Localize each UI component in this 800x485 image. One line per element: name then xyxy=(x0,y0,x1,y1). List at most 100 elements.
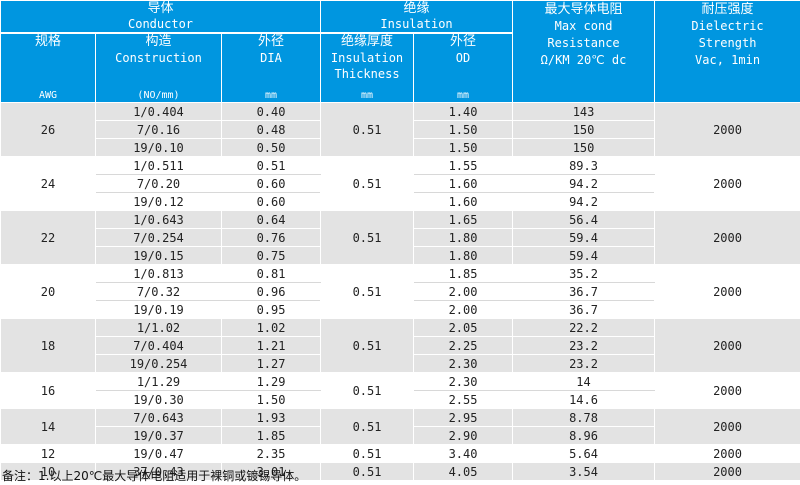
od-cell: 1.50 xyxy=(413,138,514,157)
thickness-header-zh: 绝缘厚度 xyxy=(341,34,394,50)
thickness-cell: 0.51 xyxy=(320,462,415,481)
thickness-cell: 0.51 xyxy=(320,102,415,157)
od-cell: 1.40 xyxy=(413,102,514,121)
od-cell: 1.85 xyxy=(413,264,514,283)
dia-header-en: DIA xyxy=(260,51,282,65)
dia-cell: 1.27 xyxy=(220,354,322,373)
dia-cell: 0.64 xyxy=(220,210,322,229)
table-row: 14 7/0.643 1.93 0.51 2.95 8.78 2000 xyxy=(0,408,800,445)
insulation-header-zh: 绝缘 xyxy=(403,1,430,17)
construction-cell: 1/0.404 xyxy=(95,102,222,121)
awg-cell: 20 xyxy=(0,264,96,319)
dielectric-header-en3: Vac, 1min xyxy=(695,53,761,67)
thickness-cell: 0.51 xyxy=(320,210,415,265)
dielectric-header-en1: Dielectric xyxy=(691,19,764,33)
od-header: 外径 OD mm xyxy=(413,33,514,103)
dia-cell: 0.96 xyxy=(220,282,322,301)
od-header-en: OD xyxy=(455,51,471,65)
dielectric-cell: 2000 xyxy=(654,408,800,445)
dia-header-zh: 外径 xyxy=(258,34,285,50)
dielectric-cell: 2000 xyxy=(654,264,800,319)
dia-cell: 0.50 xyxy=(220,138,322,157)
construction-cell: 1/1.02 xyxy=(95,318,222,337)
construction-cell: 19/0.37 xyxy=(95,426,222,445)
resistance-cell: 22.2 xyxy=(512,318,656,337)
construction-cell: 7/0.20 xyxy=(95,174,222,193)
dia-cell: 0.48 xyxy=(220,120,322,139)
awg-cell: 22 xyxy=(0,210,96,265)
od-cell: 2.00 xyxy=(413,300,514,319)
resistance-cell: 14 xyxy=(512,372,656,391)
dia-cell: 1.85 xyxy=(220,426,322,445)
table-row: 12 19/0.47 2.35 0.51 3.40 5.64 2000 xyxy=(0,444,800,463)
dielectric-cell: 2000 xyxy=(654,462,800,481)
od-cell: 2.05 xyxy=(413,318,514,337)
resistance-cell: 23.2 xyxy=(512,354,656,373)
construction-cell: 7/0.16 xyxy=(95,120,222,139)
construction-cell: 19/0.19 xyxy=(95,300,222,319)
dielectric-cell: 2000 xyxy=(654,102,800,157)
construction-cell: 1/0.511 xyxy=(95,156,222,175)
thickness-cell: 0.51 xyxy=(320,408,415,445)
awg-cell: 14 xyxy=(0,408,96,445)
table-row: 19/0.12 0.60 1.60 94.2 xyxy=(1,192,800,211)
resistance-cell: 94.2 xyxy=(512,174,656,193)
dia-cell: 0.75 xyxy=(220,246,322,265)
thickness-header-en1: Insulation xyxy=(330,51,404,65)
construction-cell: 7/0.254 xyxy=(95,228,222,247)
resistance-cell: 23.2 xyxy=(512,336,656,355)
construction-cell: 19/0.12 xyxy=(95,192,222,211)
od-cell: 1.60 xyxy=(413,174,514,193)
dielectric-cell: 2000 xyxy=(654,372,800,409)
conductor-header-en: Conductor xyxy=(1,17,320,33)
table-row: 26 1/0.404 0.40 0.51 1.40 143 2000 xyxy=(0,102,800,157)
construction-header: 构造 Construction (NO/mm) xyxy=(95,33,222,103)
table-row: 7/0.404 1.21 2.25 23.2 xyxy=(1,336,800,355)
footnote: 备注：1.以上20℃最大导体电阻适用于裸铜或镀锡导体。 xyxy=(2,469,307,483)
table-row: 20 1/0.813 0.81 0.51 1.85 35.2 2000 xyxy=(0,264,800,319)
resistance-cell: 36.7 xyxy=(512,300,656,319)
construction-header-unit: (NO/mm) xyxy=(137,90,180,101)
resistance-cell: 94.2 xyxy=(512,192,656,211)
table-row: 7/0.16 0.48 1.50 150 xyxy=(1,120,800,139)
dia-cell: 0.40 xyxy=(220,102,322,121)
table-row: 7/0.32 0.96 2.00 36.7 xyxy=(1,282,800,301)
table-row: 24 1/0.511 0.51 0.51 1.55 89.3 2000 xyxy=(0,156,800,211)
thickness-cell: 0.51 xyxy=(320,156,415,211)
od-cell: 1.50 xyxy=(413,120,514,139)
od-cell: 2.90 xyxy=(413,426,514,445)
thickness-header-en2: Thickness xyxy=(334,67,400,81)
thickness-cell: 0.51 xyxy=(320,444,415,463)
resistance-header-en2: Resistance xyxy=(547,36,620,50)
construction-cell: 19/0.254 xyxy=(95,354,222,373)
table-row: 22 1/0.643 0.64 0.51 1.65 56.4 2000 xyxy=(0,210,800,265)
dia-cell: 2.35 xyxy=(220,444,322,463)
dia-header-unit: mm xyxy=(264,90,278,101)
awg-header-unit: AWG xyxy=(39,90,58,101)
construction-cell: 1/0.813 xyxy=(95,264,222,283)
od-cell: 2.25 xyxy=(413,336,514,355)
thickness-cell: 0.51 xyxy=(320,372,415,409)
insulation-group-header: 绝缘 Insulation xyxy=(320,0,514,34)
resistance-cell: 8.78 xyxy=(512,408,656,427)
construction-cell: 7/0.404 xyxy=(95,336,222,355)
dia-cell: 3.01 xyxy=(220,462,322,481)
resistance-cell: 143 xyxy=(512,102,656,121)
resistance-cell: 89.3 xyxy=(512,156,656,175)
dia-cell: 1.93 xyxy=(220,408,322,427)
dia-cell: 0.60 xyxy=(220,174,322,193)
dia-cell: 1.29 xyxy=(220,372,322,391)
resistance-header-en3: Ω/KM 20℃ dc xyxy=(540,53,627,67)
dia-cell: 0.95 xyxy=(220,300,322,319)
dia-cell: 0.76 xyxy=(220,228,322,247)
dia-cell: 0.81 xyxy=(220,264,322,283)
dielectric-header-zh: 耐压强度 xyxy=(701,2,754,17)
construction-cell: 19/0.10 xyxy=(95,138,222,157)
spec-table-body: 26 1/0.404 0.40 0.51 1.40 143 2000 7/0.16 0.48 1.… xyxy=(0,102,800,481)
awg-cell: 24 xyxy=(0,156,96,211)
conductor-header-zh: 导体 xyxy=(147,1,174,17)
insulation-header-en: Insulation xyxy=(321,17,512,33)
thickness-header: 绝缘厚度 Insulation Thickness mm xyxy=(320,33,415,103)
od-cell: 1.80 xyxy=(413,228,514,247)
